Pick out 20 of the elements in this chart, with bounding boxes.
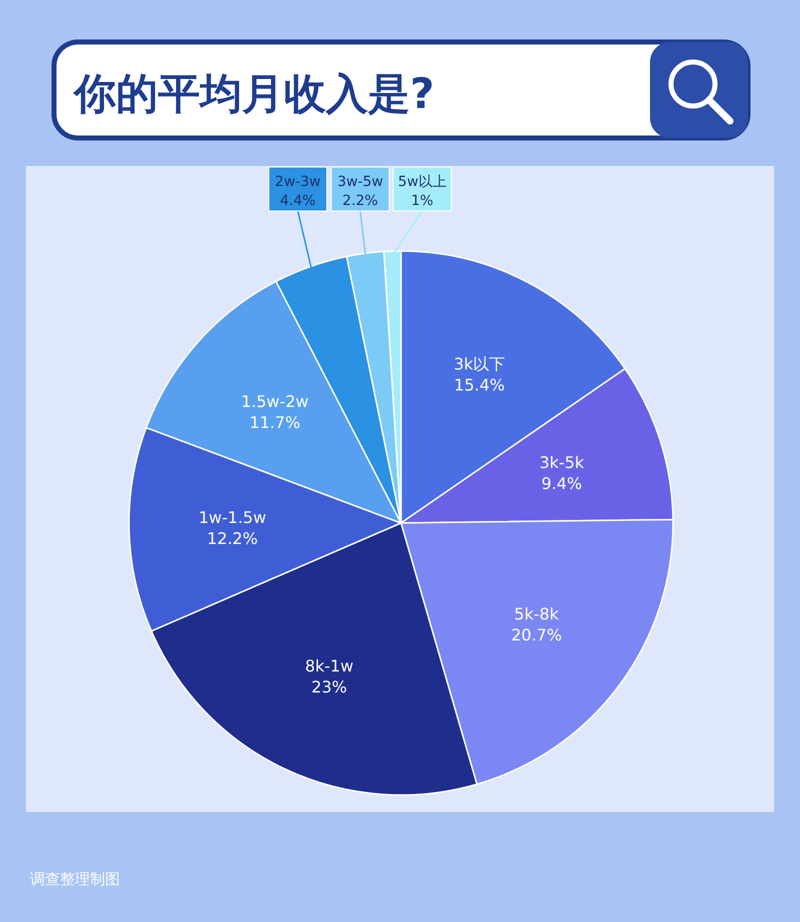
slice-label: 8k-1w — [304, 656, 354, 676]
data-label: 23% — [311, 678, 347, 697]
slice-label: 3w-5w — [337, 174, 384, 190]
slice-label: 5w以上 — [398, 174, 446, 190]
data-label: 4.4% — [280, 193, 316, 209]
data-label: 15.4% — [454, 376, 505, 395]
slice-label: 3k以下 — [454, 354, 506, 374]
slice-label: 1.5w-2w — [241, 392, 309, 412]
slice-label: 3k-5k — [539, 452, 585, 472]
data-label: 20.7% — [511, 625, 562, 644]
data-label: 1% — [411, 193, 434, 209]
slice-label: 2w-3w — [274, 174, 321, 190]
slice-label: 1w-1.5w — [198, 508, 266, 528]
data-label: 11.7% — [249, 413, 300, 432]
data-label: 2.2% — [342, 193, 378, 209]
text: 调查整理制图 — [30, 870, 120, 888]
slice-label: 5k-8k — [514, 604, 560, 624]
data-label: 12.2% — [207, 529, 258, 548]
chart-title: 你的平均月收入是? — [72, 69, 434, 118]
data-label: 9.4% — [541, 474, 582, 493]
